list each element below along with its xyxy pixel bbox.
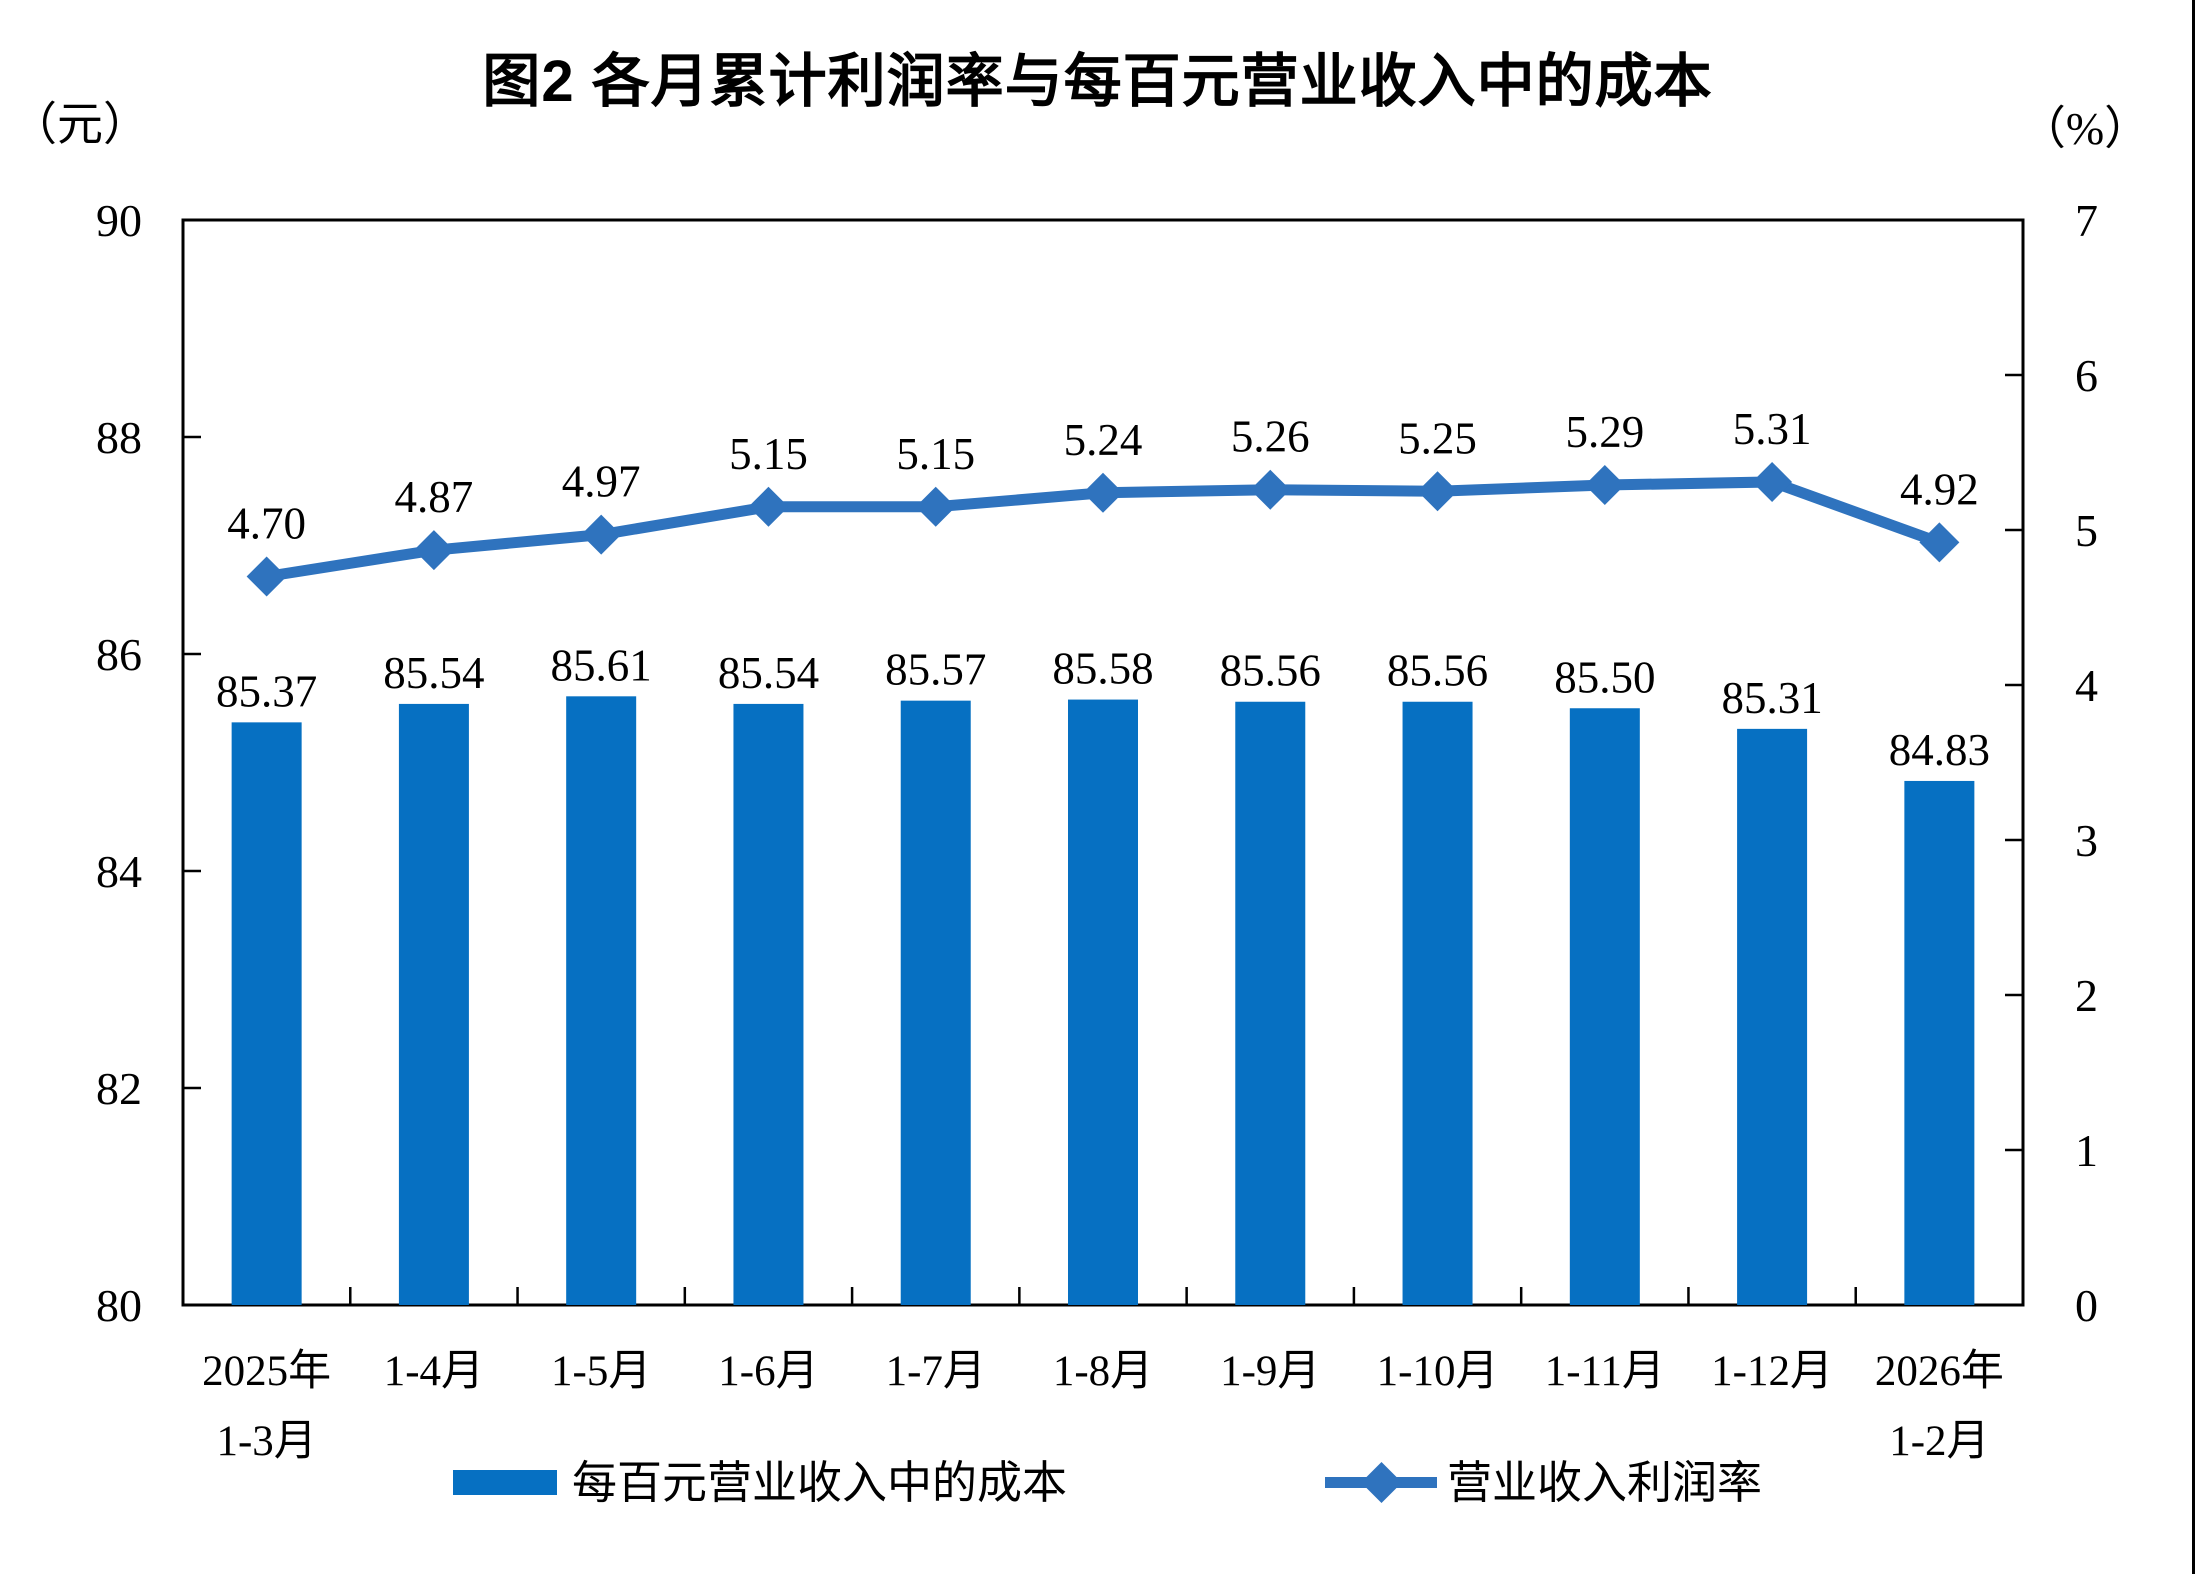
bar-value-label: 85.61 [551,640,652,690]
legend-bar-label: 每百元营业收入中的成本 [572,1458,1068,1508]
line-value-label: 4.70 [227,499,306,549]
right-axis-tick-label: 2 [2075,970,2098,1021]
line-marker-diamond-icon [1417,471,1458,512]
line-value-label: 5.31 [1733,404,1812,454]
x-axis-category-label: 2026年 [1875,1348,2004,1395]
bar-value-label: 85.54 [718,648,819,698]
line-marker-diamond-icon [581,514,622,555]
line-value-label: 4.87 [395,472,474,522]
bar-value-label: 85.54 [383,648,484,698]
line-value-label: 5.24 [1064,415,1143,465]
x-axis-category-label: 1-12月 [1711,1348,1833,1395]
x-axis-category-label: 1-8月 [1053,1348,1153,1395]
bar-value-label: 85.58 [1052,644,1153,694]
chart-title: 图2 各月累计利润率与每百元营业收入中的成本 [482,49,1713,114]
x-axis-category-label: 1-5月 [551,1348,651,1395]
line-value-label: 5.15 [729,429,808,479]
line-value-label: 5.29 [1565,407,1644,457]
left-axis-tick-label: 88 [96,412,142,463]
left-axis-tick-label: 82 [96,1063,142,1114]
left-axis-tick-label: 80 [96,1280,142,1331]
bar-value-label: 85.50 [1554,652,1655,702]
line-value-label: 4.97 [562,457,641,507]
bar-value-label: 85.57 [885,645,986,695]
line-value-label: 5.15 [896,429,975,479]
bar [1569,708,1640,1305]
bar [1402,701,1473,1305]
line-marker-diamond-icon [915,486,956,527]
bar [566,696,637,1305]
bar-value-label: 85.37 [216,666,317,716]
bar-value-label: 84.83 [1889,725,1990,775]
line-value-label: 5.26 [1231,412,1310,462]
line-marker-diamond-icon [1250,469,1291,510]
right-axis-tick-label: 5 [2075,505,2098,556]
line-marker-diamond-icon [413,530,454,571]
right-axis-tick-label: 3 [2075,815,2098,866]
bar [1737,728,1808,1305]
line-marker-diamond-icon [1752,461,1793,502]
line-value-label: 4.92 [1900,464,1979,514]
right-axis-tick-label: 0 [2075,1280,2098,1331]
bar [1235,701,1306,1305]
x-axis-category-label: 1-3月 [216,1418,316,1465]
bar [231,722,302,1305]
right-axis-tick-label: 6 [2075,350,2098,401]
left-axis-unit-label: （元） [11,99,149,150]
line-value-label: 5.25 [1398,413,1477,463]
bar-value-label: 85.56 [1220,646,1321,696]
bar [398,703,469,1305]
bar [900,700,971,1305]
x-axis-category-label: 1-2月 [1889,1418,1989,1465]
x-axis-category-label: 1-4月 [384,1348,484,1395]
line-marker-diamond-icon [748,486,789,527]
bar-value-label: 85.56 [1387,646,1488,696]
right-axis-tick-label: 4 [2075,660,2098,711]
line-marker-diamond-icon [1919,522,1960,563]
x-axis-category-label: 1-11月 [1545,1348,1665,1395]
x-axis-category-label: 1-9月 [1220,1348,1320,1395]
bar [733,703,804,1305]
bar [1904,780,1975,1305]
x-axis-category-label: 1-7月 [886,1348,986,1395]
legend-line-label: 营业收入利润率 [1447,1458,1763,1508]
x-axis-category-label: 2025年 [202,1348,331,1395]
line-marker-diamond-icon [1584,465,1625,506]
x-axis-category-label: 1-10月 [1377,1348,1499,1395]
left-axis-tick-label: 90 [96,195,142,246]
right-axis-tick-label: 1 [2075,1125,2098,1176]
left-axis-tick-label: 84 [96,846,142,897]
line-marker-diamond-icon [246,556,287,597]
left-axis-tick-label: 86 [96,629,142,680]
bar [1068,699,1138,1305]
line-marker-diamond-icon [1083,472,1123,513]
bar-value-label: 85.31 [1721,673,1822,723]
x-axis-category-label: 1-6月 [718,1348,818,1395]
right-axis-unit-label: （%） [2019,103,2151,154]
legend-bar-swatch [453,1470,557,1495]
right-axis-tick-label: 7 [2075,195,2098,246]
page-edge-line [2192,0,2195,1574]
